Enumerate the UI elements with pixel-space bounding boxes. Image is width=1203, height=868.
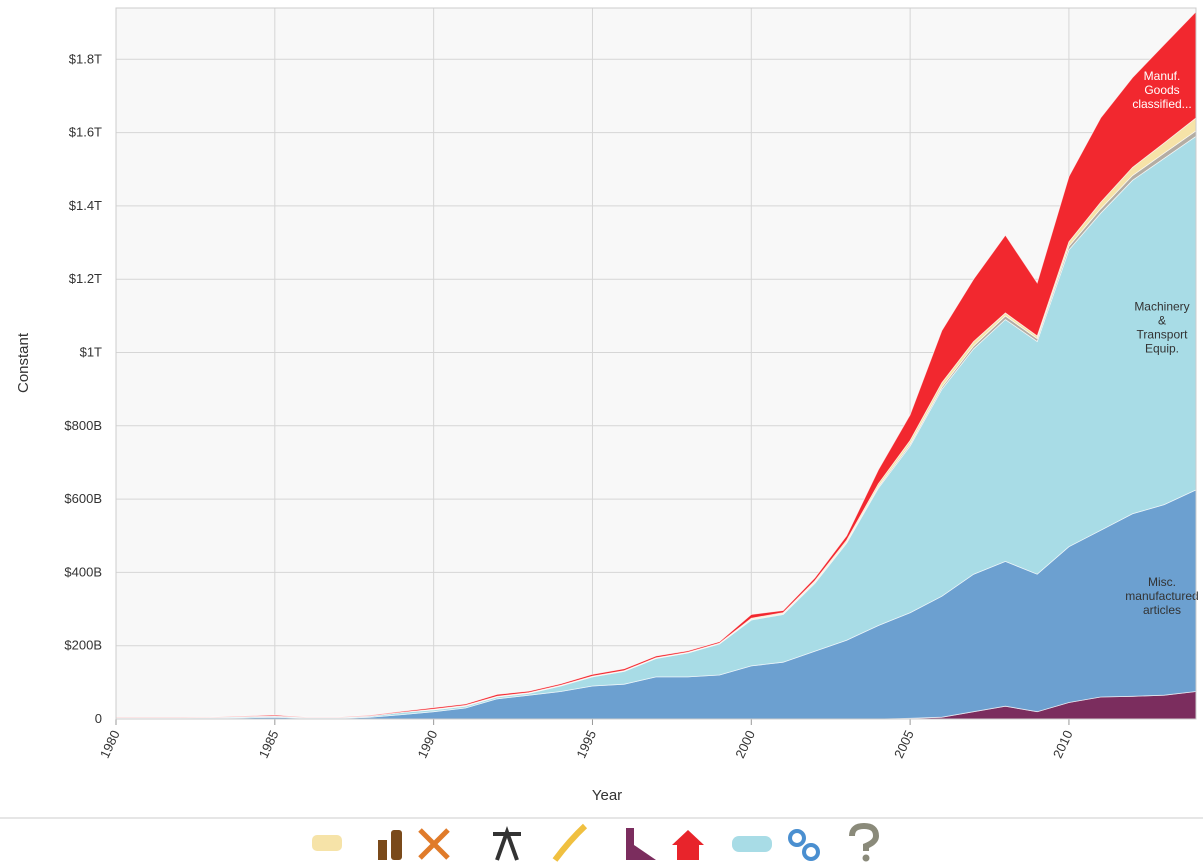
housing-icon[interactable] [672,830,704,860]
x-tick-label: 1990 [415,728,441,761]
y-tick-label: 0 [95,711,102,726]
y-tick-label: $1.6T [69,125,102,140]
x-tick-label: 2010 [1050,728,1076,761]
x-tick-label: 1980 [97,728,123,761]
y-axis-label: Constant [15,332,32,393]
y-tick-label: $800B [64,418,102,433]
y-tick-label: $600B [64,491,102,506]
category-toolbar [312,822,880,862]
chemicals-icon[interactable] [626,828,656,860]
area-label: Misc. manufactured articles [1125,575,1198,617]
y-tick-label: $200B [64,638,102,653]
beverage-icon-2[interactable] [391,830,402,860]
mining-icon[interactable] [418,828,450,860]
beverage-icon[interactable] [378,840,387,860]
y-tick-label: $1T [80,345,102,360]
area-label: Manuf. Goods classified... [1132,69,1191,111]
vehicle-icon[interactable] [732,836,772,852]
x-tick-label: 1985 [256,728,282,761]
crop-icon[interactable] [552,823,588,862]
plot-border [115,7,1197,720]
oil-icon[interactable] [493,826,521,861]
y-tick-label: $1.8T [69,51,102,66]
y-tick-label: $1.4T [69,198,102,213]
x-tick-label: 2000 [732,728,758,761]
x-tick-label: 2005 [891,728,917,761]
unknown-icon-dot[interactable] [862,854,870,862]
y-tick-label: $400B [64,564,102,579]
machinery-icon-2[interactable] [802,843,820,861]
x-axis-label: Year [592,787,622,804]
machinery-icon[interactable] [788,829,806,847]
x-tick-label: 1995 [573,728,599,761]
animal-icon[interactable] [312,835,342,851]
unknown-icon[interactable] [849,822,880,851]
area-label: Machinery & Transport Equip. [1134,299,1189,355]
y-tick-label: $1.2T [69,271,102,286]
